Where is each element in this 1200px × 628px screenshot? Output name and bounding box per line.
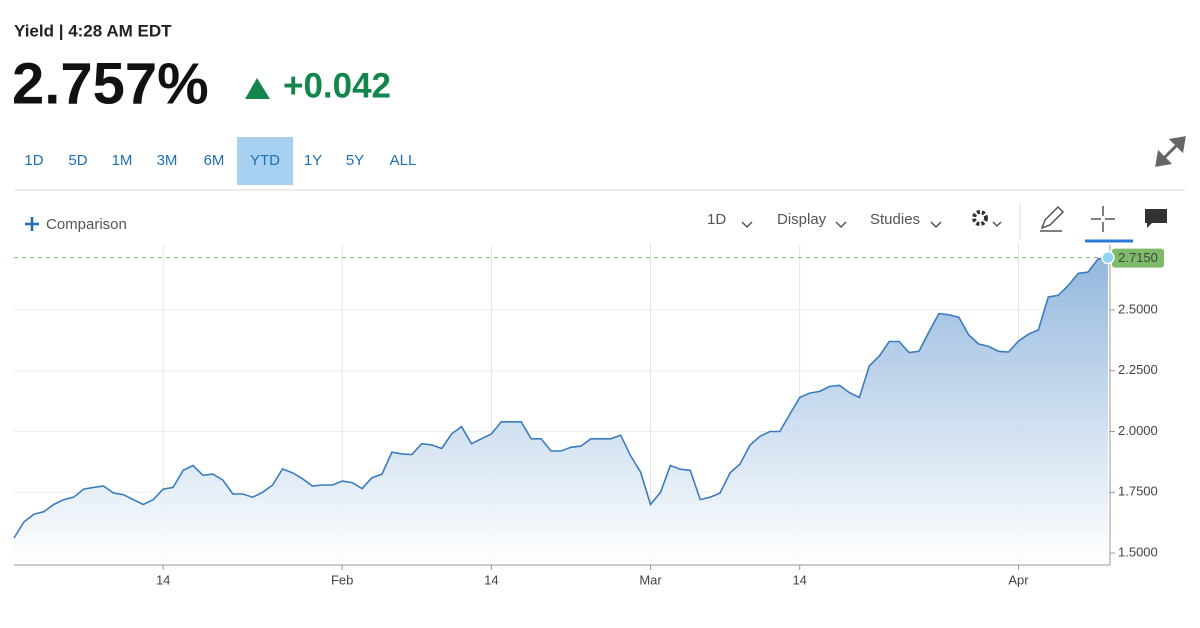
last-value-label: 2.7150 [1118,250,1158,265]
x-tick-label: 14 [484,572,498,587]
range-button[interactable]: 5D [68,152,87,169]
y-tick-label: 2.0000 [1118,423,1158,438]
range-button[interactable]: 3M [157,152,178,169]
up-arrow [245,78,270,99]
x-tick-label: 14 [156,572,170,587]
range-button[interactable]: 1Y [304,152,322,169]
selected-range [236,137,294,185]
comparison-label: Comparison [46,216,127,233]
y-tick-label: 2.2500 [1118,362,1158,377]
draw-icon[interactable] [1040,205,1065,232]
x-tick-label: Feb [331,572,353,587]
range-button[interactable]: 1D [24,152,43,169]
expand-icon[interactable] [1155,136,1186,167]
comparison-button[interactable]: Comparison [25,216,127,233]
studies-label[interactable]: Studies [870,211,920,228]
range-button[interactable]: 1M [112,152,133,169]
range-button[interactable]: 5Y [346,152,364,169]
line [13,256,1109,539]
interval-label[interactable]: 1D [707,211,726,228]
range-button[interactable]: YTD [250,152,280,169]
last-point [1101,250,1115,265]
range-button[interactable]: 6M [204,152,225,169]
plus-icon [25,217,39,231]
y-tick-label: 2.5000 [1118,301,1158,316]
change: +0.042 [283,66,391,105]
range-button[interactable]: ALL [390,152,417,169]
price: 2.757% [12,51,209,116]
chevron [930,221,942,229]
x-tick-label: Apr [1008,572,1029,587]
x-tick-label: 14 [792,572,806,587]
last-value-box [1112,248,1164,268]
y-tick-label: 1.5000 [1118,545,1158,560]
settings-icon[interactable] [972,210,1002,228]
crosshair-icon[interactable] [1091,206,1115,232]
plot: 1.5000 1.7500 2.0000 2.2500 2.5000 14 Feb 14 Mar… [13,245,1164,587]
chevron [741,221,753,229]
area-fill [14,257,1108,565]
comment-icon[interactable] [1145,209,1167,228]
display-label[interactable]: Display [777,211,827,228]
chevron [835,221,847,229]
y-tick-label: 1.7500 [1118,484,1158,499]
x-tick-label: Mar [639,572,662,587]
header-title: Yield | 4:28 AM EDT [14,21,172,40]
